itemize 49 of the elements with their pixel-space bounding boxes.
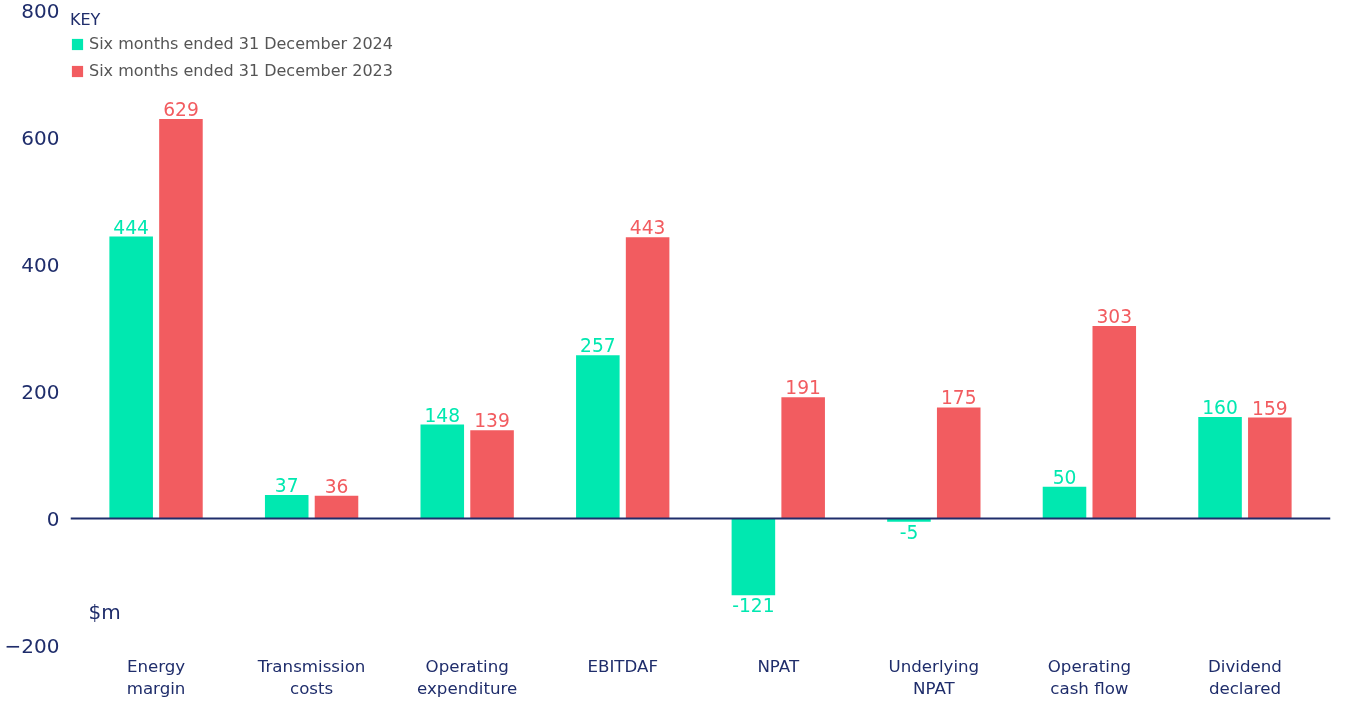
x-tick-label: Dividend declared: [1208, 656, 1282, 699]
data-label: 257: [580, 335, 616, 357]
data-label: 50: [1052, 466, 1077, 488]
y-tick-label: 800: [21, 0, 60, 23]
bar: [314, 495, 359, 519]
y-tick-label: 600: [21, 125, 60, 150]
bar: [625, 237, 670, 519]
y-tick-label: 400: [21, 252, 60, 277]
data-label: 443: [629, 217, 666, 239]
bar: [1198, 416, 1242, 519]
legend-label: Six months ended 31 December 2023: [89, 61, 393, 80]
data-label: 191: [785, 377, 821, 399]
x-tick-label: Energy margin: [126, 656, 186, 699]
bar: [731, 518, 776, 596]
data-label: 444: [113, 216, 149, 238]
bar: [576, 355, 620, 519]
bar: [936, 407, 981, 519]
data-label: 139: [474, 410, 510, 432]
x-tick-label: EBITDAF: [587, 656, 658, 676]
data-label: 37: [274, 475, 299, 497]
data-label: 160: [1202, 396, 1238, 418]
bar: [264, 495, 309, 519]
data-label: 148: [424, 404, 461, 426]
y-tick-label: −200: [4, 633, 60, 658]
y-tick-label: 200: [21, 379, 60, 404]
bar: [1248, 417, 1292, 519]
legend-label: Six months ended 31 December 2024: [89, 34, 393, 53]
x-tick-label: NPAT: [757, 656, 800, 676]
y-axis-title: $m: [88, 599, 121, 624]
bar: [1092, 326, 1137, 519]
x-tick-label: Operating cash flow: [1047, 656, 1132, 699]
bar: [470, 430, 514, 519]
data-label: -121: [732, 595, 775, 617]
data-label: 303: [1096, 306, 1133, 328]
legend-title: KEY: [70, 10, 102, 29]
data-label: 175: [940, 387, 977, 409]
data-label: 36: [324, 475, 349, 497]
bar: [159, 119, 203, 519]
bar: [781, 397, 825, 519]
x-tick-label: Underlying NPAT: [888, 656, 980, 699]
data-label: -5: [899, 521, 919, 543]
bar: [1042, 486, 1087, 519]
bar: [109, 236, 153, 519]
bar: [420, 424, 465, 519]
x-tick-label: Operating expenditure: [417, 656, 518, 699]
data-label: 159: [1252, 397, 1288, 419]
y-tick-label: 0: [46, 506, 60, 531]
x-tick-label: Transmission costs: [256, 656, 366, 699]
data-label: 629: [163, 99, 199, 121]
